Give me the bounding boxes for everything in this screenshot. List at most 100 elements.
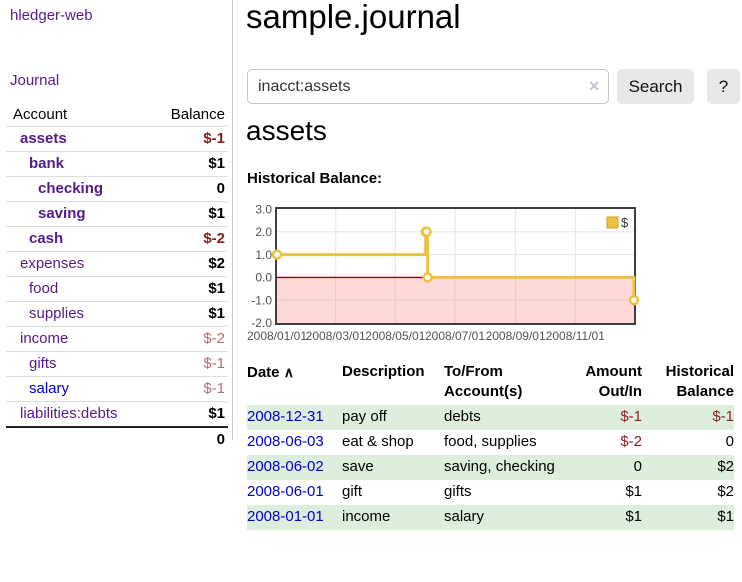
account-link-liabilities-debts[interactable]: liabilities:debts <box>20 405 118 422</box>
account-row: cash $-2 <box>6 227 228 252</box>
account-page-heading: assets <box>246 115 327 146</box>
transaction-date-link[interactable]: 2008-12-31 <box>247 408 324 425</box>
account-balance: $1 <box>208 205 225 222</box>
account-balance: $1 <box>208 155 225 172</box>
svg-text:2008/01/01: 2008/01/01 <box>247 329 307 343</box>
account-link-supplies[interactable]: supplies <box>29 305 85 322</box>
account-link-food[interactable]: food <box>29 280 59 297</box>
historical-balance-chart: $ 3.0 2.0 1.0 0.0 -1.0 -2.0 2008/01/01 2… <box>247 203 640 343</box>
register-row: 2008-06-03 eat & shop food, supplies $-2… <box>247 430 734 455</box>
svg-text:2008/09/01: 2008/09/01 <box>486 329 546 343</box>
account-row: saving $1 <box>6 202 228 227</box>
transaction-date-link[interactable]: 2008-06-01 <box>247 483 324 500</box>
transaction-balance: $1 <box>717 508 734 525</box>
transaction-description: pay off <box>342 408 387 425</box>
data-point-marker <box>628 294 640 306</box>
svg-text:-2.0: -2.0 <box>251 316 272 330</box>
transaction-balance: $2 <box>717 483 734 500</box>
svg-text:2008/07/01: 2008/07/01 <box>425 329 485 343</box>
account-row: checking 0 <box>6 177 228 202</box>
account-row: income $-2 <box>6 327 228 352</box>
account-balance: $2 <box>208 255 225 272</box>
register-row: 2008-12-31 pay off debts $-1 $-1 <box>247 405 734 430</box>
transaction-accounts: gifts <box>444 483 472 500</box>
account-link-bank[interactable]: bank <box>29 155 65 172</box>
accounts-header-balance: Balance <box>170 106 225 123</box>
sidebar-divider <box>232 0 233 440</box>
accounts-tree-table: Account Balance assets $-1 bank $1 checkin… <box>6 103 228 452</box>
brand-link[interactable]: hledger-web <box>10 7 93 24</box>
account-link-gifts[interactable]: gifts <box>29 355 57 372</box>
sidebar-item-journal[interactable]: Journal <box>10 72 60 89</box>
plot-border <box>275 207 636 325</box>
account-balance: $1 <box>208 405 225 422</box>
transaction-description: save <box>342 458 374 475</box>
account-row: salary $-1 <box>6 377 228 402</box>
search-input[interactable] <box>247 69 609 104</box>
register-header-date[interactable]: Date ∧ <box>247 364 294 381</box>
account-link-cash[interactable]: cash <box>29 230 64 247</box>
x-axis-labels: 2008/01/01 2008/03/01 2008/05/01 2008/07… <box>247 329 605 343</box>
register-header-accounts: To/From Account(s) <box>444 363 523 400</box>
svg-text:3.0: 3.0 <box>255 203 272 217</box>
transaction-description: eat & shop <box>342 433 414 450</box>
account-link-income[interactable]: income <box>20 330 69 347</box>
account-row: gifts $-1 <box>6 352 228 377</box>
svg-text:2008/03/01: 2008/03/01 <box>306 329 366 343</box>
account-link-assets[interactable]: assets <box>20 130 67 147</box>
register-row: 2008-06-01 gift gifts $1 $2 <box>247 480 734 505</box>
search-form: ✕ Search ? <box>247 69 740 104</box>
transaction-date-link[interactable]: 2008-06-03 <box>247 433 324 450</box>
accounts-total-balance: 0 <box>216 431 225 448</box>
svg-text:-1.0: -1.0 <box>251 293 272 307</box>
transaction-amount: 0 <box>633 458 642 475</box>
chart-title: Historical Balance: <box>247 170 383 187</box>
account-balance: 0 <box>216 180 225 197</box>
account-balance: $-2 <box>203 230 225 247</box>
account-row: food $1 <box>6 277 228 302</box>
account-balance: $1 <box>208 305 225 322</box>
register-table: Date ∧ Description To/From Account(s) Am… <box>247 361 734 530</box>
account-row: bank $1 <box>6 152 228 177</box>
legend-label: $ <box>621 215 629 230</box>
help-button[interactable]: ? <box>707 69 740 104</box>
account-link-saving[interactable]: saving <box>38 205 86 222</box>
transaction-description: gift <box>342 483 363 500</box>
register-header-row: Date ∧ Description To/From Account(s) Am… <box>247 361 734 405</box>
transaction-amount: $1 <box>625 483 642 500</box>
transaction-balance: $2 <box>717 458 734 475</box>
register-row: 2008-06-02 save saving, checking 0 $2 <box>247 455 734 480</box>
transaction-balance: $-1 <box>712 408 734 425</box>
transaction-amount: $-2 <box>620 433 642 450</box>
account-link-salary[interactable]: salary <box>29 380 70 397</box>
account-row: expenses $2 <box>6 252 228 277</box>
account-balance: $1 <box>208 280 225 297</box>
balance-line-series <box>271 226 640 306</box>
clear-search-icon[interactable]: ✕ <box>588 78 600 94</box>
transaction-amount: $1 <box>625 508 642 525</box>
transaction-amount: $-1 <box>620 408 642 425</box>
page-title: sample.journal <box>246 0 461 35</box>
account-balance: $-1 <box>203 130 225 147</box>
svg-text:0.0: 0.0 <box>255 271 272 285</box>
account-row: assets $-1 <box>6 127 228 152</box>
register-header-balance: Historical Balance <box>665 363 734 400</box>
register-header-amount: Amount Out/In <box>585 363 642 400</box>
search-box: ✕ <box>247 69 609 104</box>
account-link-expenses[interactable]: expenses <box>20 255 85 272</box>
register-header-description: Description <box>342 363 425 380</box>
transaction-date-link[interactable]: 2008-06-02 <box>247 458 324 475</box>
search-button[interactable]: Search <box>617 69 694 104</box>
transaction-date-link[interactable]: 2008-01-01 <box>247 508 324 525</box>
account-row: liabilities:debts $1 <box>6 402 228 427</box>
account-balance: $-2 <box>203 330 225 347</box>
transaction-balance: 0 <box>725 433 734 450</box>
data-point-marker <box>422 272 433 283</box>
accounts-header-row: Account Balance <box>6 103 228 127</box>
account-balance: $-1 <box>203 380 225 397</box>
negative-region <box>277 277 634 323</box>
transaction-accounts: salary <box>444 508 485 525</box>
y-axis-labels: 3.0 2.0 1.0 0.0 -1.0 -2.0 <box>251 203 272 330</box>
account-link-checking[interactable]: checking <box>38 180 104 197</box>
